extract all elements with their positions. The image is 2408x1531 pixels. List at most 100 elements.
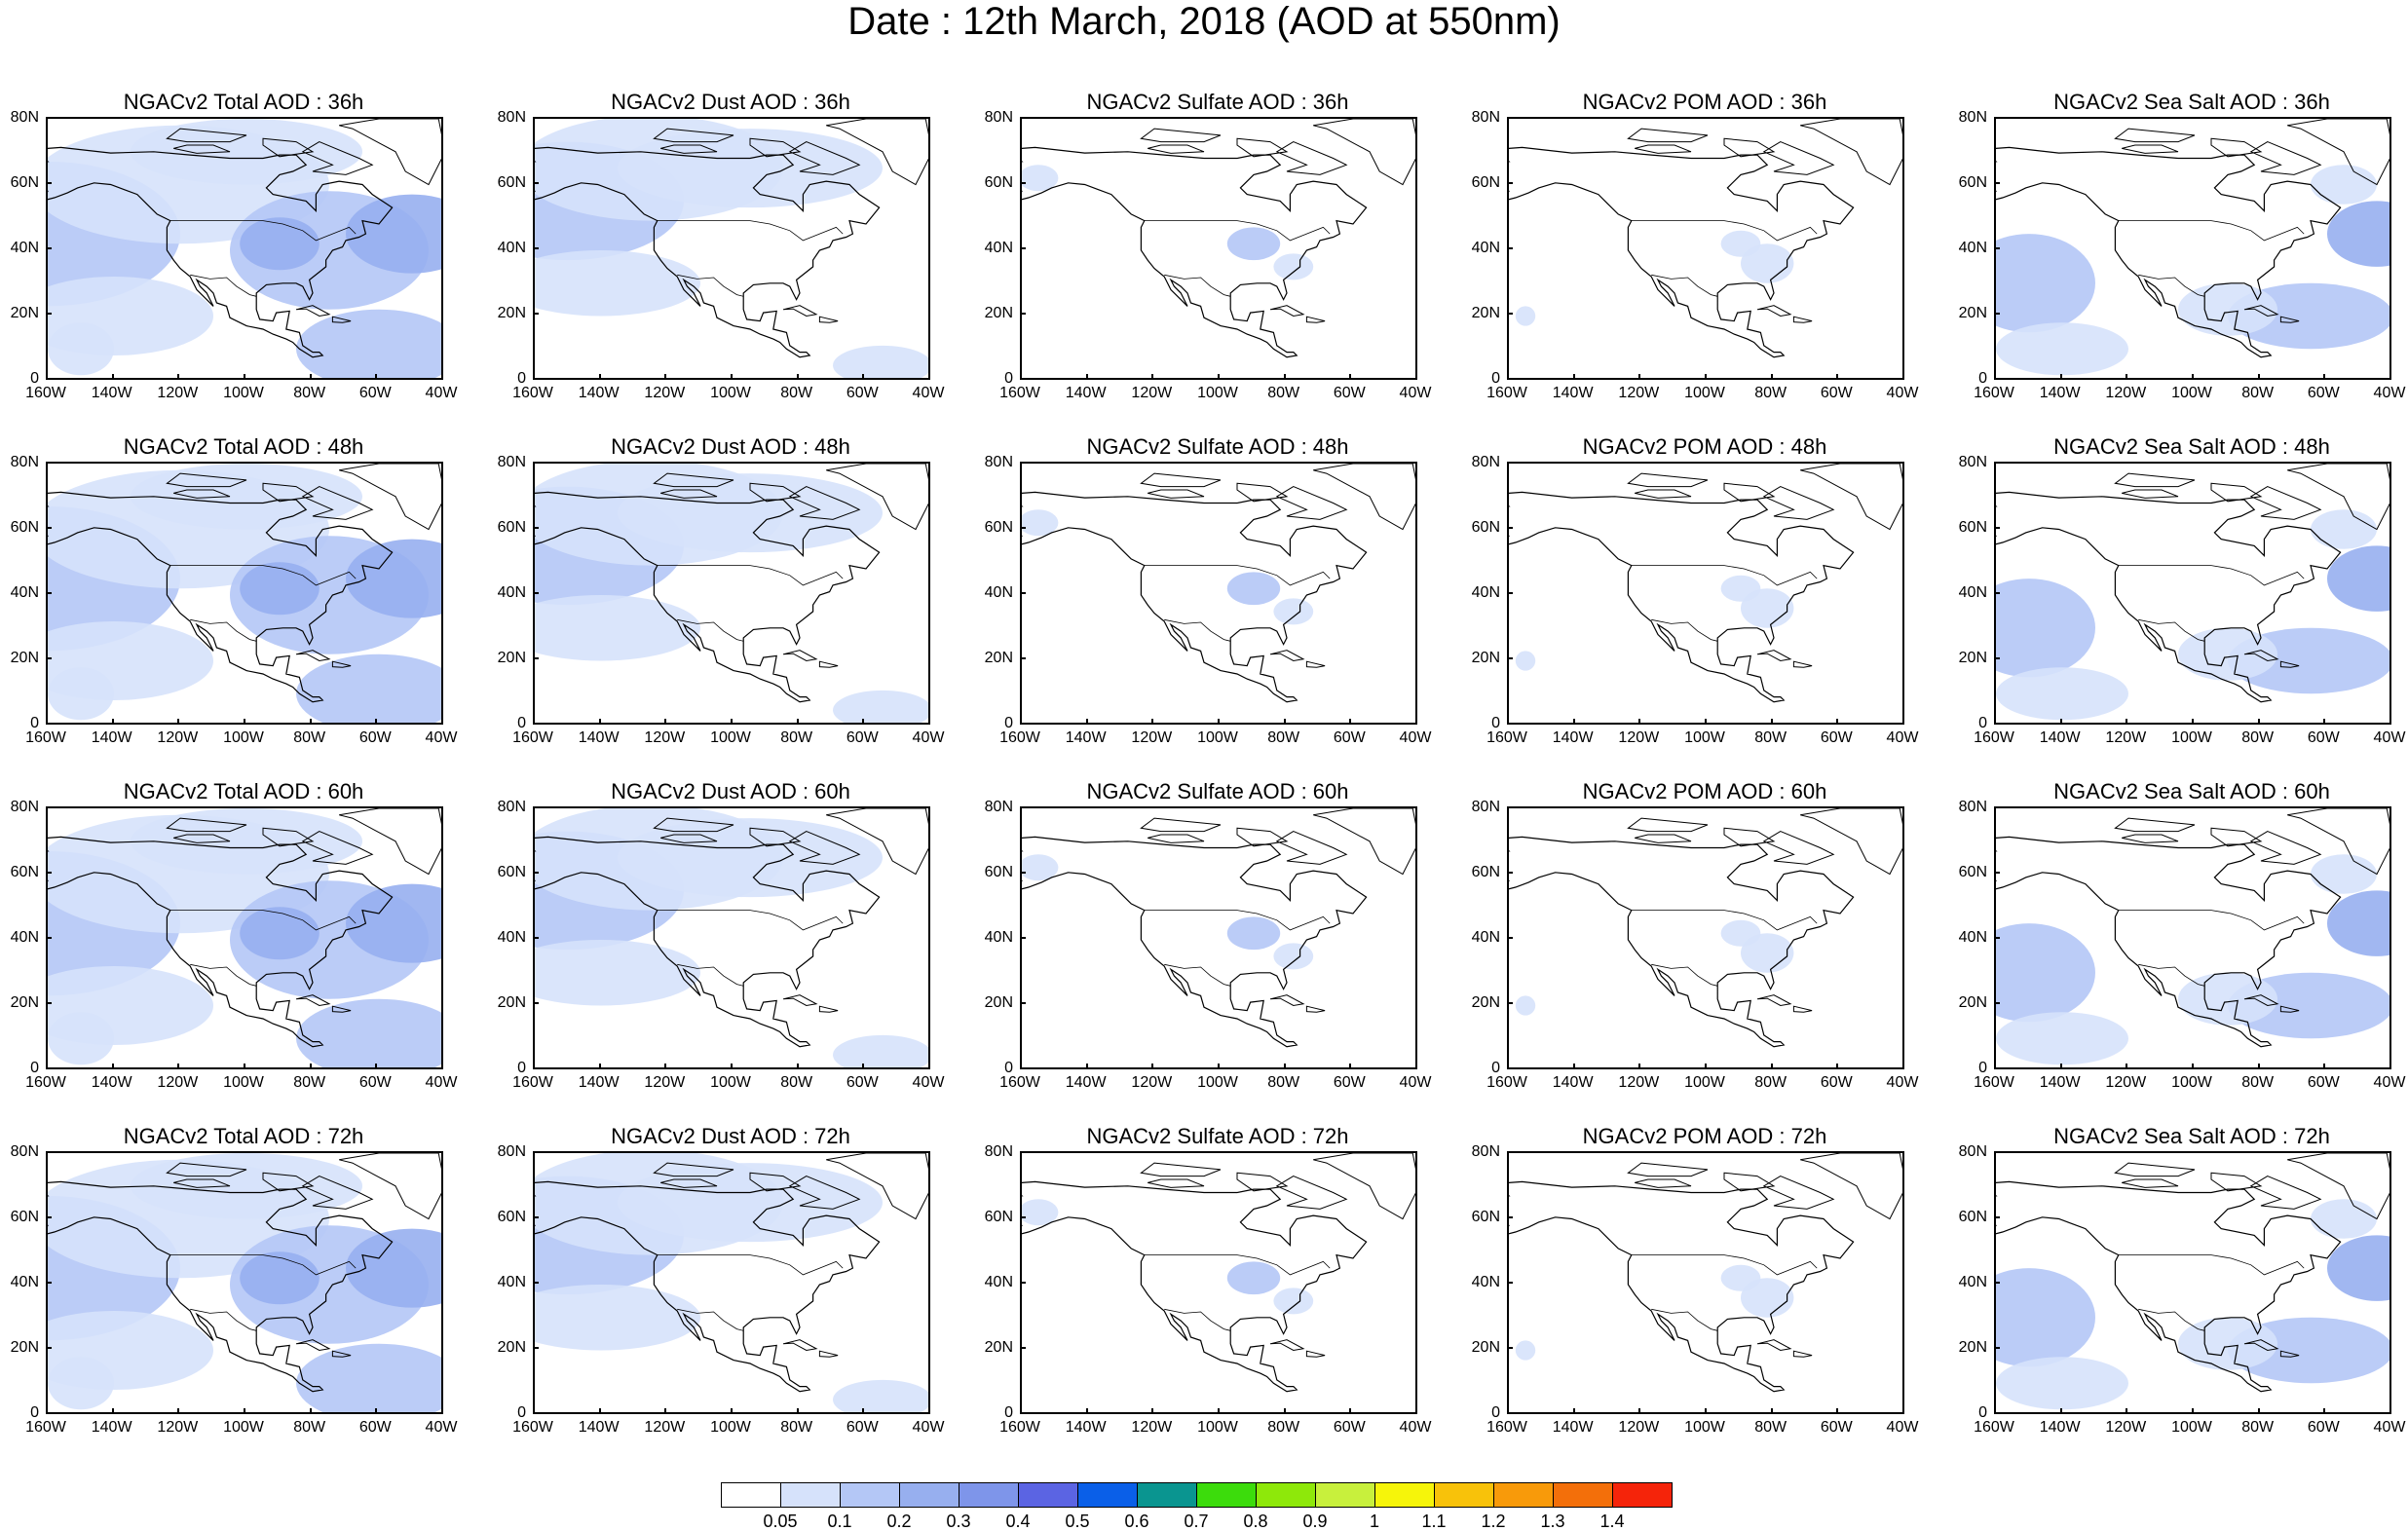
lat-tick-label: 20N (497, 994, 526, 1011)
lat-tick (46, 313, 52, 315)
island-outline (2249, 141, 2322, 175)
island-outline (1275, 1176, 1348, 1210)
lat-tick-label: 80N (984, 1143, 1013, 1160)
aod-plume (1515, 995, 1536, 1016)
map-panel-dust-60h: NGACv2 Dust AOD : 60h 80N 60N 40N 20N 0 160W 14… (487, 779, 974, 1124)
lon-tick (598, 719, 601, 725)
aod-plume (131, 464, 362, 530)
lat-tick-label: 0 (1978, 1060, 1987, 1076)
lon-tick (1705, 374, 1707, 380)
lon-tick-label: 120W (1618, 1074, 1660, 1091)
island-outline (1800, 119, 1902, 186)
map-panel-pom-48h: NGACv2 POM AOD : 48h 80N 60N 40N 20N 0 160W 140… (1461, 434, 1948, 779)
aod-plume (2311, 509, 2377, 549)
island-outline (1140, 817, 1222, 833)
lat-tick (1507, 1067, 1513, 1069)
lat-tick (1507, 462, 1513, 464)
island-outline (2243, 650, 2279, 662)
coastline (1996, 146, 2342, 358)
lon-tick-label: 160W (1974, 1074, 2014, 1091)
island-outline (1305, 1350, 1326, 1358)
island-outline (1762, 831, 1835, 865)
lon-tick (1415, 374, 1417, 380)
us-canada-border (1144, 910, 1331, 931)
island-outline (1313, 1153, 1415, 1220)
lon-tick-label: 100W (1197, 1074, 1238, 1091)
lon-tick (796, 1408, 799, 1414)
lon-tick (862, 374, 865, 380)
lon-tick-label: 40W (1399, 1419, 1432, 1436)
lat-tick (1507, 1151, 1513, 1153)
island-outline (1792, 1350, 1813, 1358)
colorbar-label: 0.4 (1005, 1512, 1031, 1531)
lat-tick (1020, 462, 1026, 464)
panel-title: NGACv2 Sea Salt AOD : 36h (2053, 90, 2330, 114)
lat-tick (1507, 247, 1513, 249)
lon-tick (533, 719, 535, 725)
us-canada-border (169, 910, 357, 931)
lat-tick (533, 1216, 539, 1218)
colorbar-swatch (1315, 1482, 1375, 1508)
lon-tick (862, 1064, 865, 1069)
lon-tick-label: 160W (999, 1419, 1040, 1436)
aod-plume (1226, 572, 1281, 606)
lon-tick (664, 1064, 667, 1069)
lat-tick-label: 80N (984, 799, 1013, 815)
lon-tick (2257, 1064, 2260, 1069)
map-svg (48, 1153, 441, 1412)
lon-tick (598, 374, 601, 380)
island-outline (2249, 486, 2322, 520)
aod-plume (2327, 890, 2389, 956)
lon-tick (1770, 719, 1773, 725)
lon-tick (796, 1064, 799, 1069)
lon-tick-label: 100W (2171, 729, 2212, 746)
coastline (1996, 836, 2342, 1048)
lat-tick (1020, 378, 1026, 380)
lon-tick (1994, 719, 1996, 725)
aod-plume (2178, 282, 2277, 336)
map-panel-sulfate-36h: NGACv2 Sulfate AOD : 36h 80N 60N 40N 20N 0 160… (974, 90, 1461, 434)
lon-tick-label: 140W (1552, 385, 1594, 401)
lat-tick (533, 937, 539, 939)
map-panel-seasalt-72h: NGACv2 Sea Salt AOD : 72h 80N 60N 40N 20N 0 16… (1948, 1124, 2408, 1469)
coastline (48, 491, 394, 703)
lat-tick-label: 40N (497, 929, 526, 946)
colorbar-swatch (959, 1482, 1019, 1508)
us-mexico-border (2138, 618, 2205, 642)
lat-tick (533, 117, 539, 119)
aod-plume (346, 539, 441, 618)
lon-tick-label: 120W (157, 1419, 199, 1436)
panel-title: NGACv2 POM AOD : 48h (1582, 434, 1827, 459)
lat-tick-label: 80N (1471, 799, 1500, 815)
map-svg (48, 808, 441, 1067)
island-outline (749, 482, 802, 503)
map-svg (1022, 119, 1415, 358)
lon-tick (1020, 719, 1022, 725)
lat-tick (1020, 313, 1026, 315)
lat-tick-label: 60N (10, 174, 39, 191)
lon-tick-label: 40W (1886, 729, 1919, 746)
colorbar-label: 1.2 (1481, 1512, 1506, 1531)
lat-tick (46, 1282, 52, 1284)
island-outline (1140, 472, 1222, 488)
island-outline (166, 1162, 247, 1177)
aod-plume (240, 217, 320, 271)
island-outline (1275, 141, 1348, 175)
lon-tick-label: 160W (1974, 729, 2014, 746)
island-outline (1635, 1178, 1692, 1188)
map-frame (46, 1151, 443, 1414)
lon-tick-label: 80W (293, 729, 326, 746)
island-outline (653, 472, 734, 488)
lon-tick (1836, 374, 1839, 380)
us-mexico-border (677, 618, 744, 642)
lon-tick-label: 60W (2307, 729, 2340, 746)
island-outline (660, 144, 718, 154)
lat-tick (1994, 937, 2000, 939)
lat-tick-label: 0 (517, 1060, 526, 1076)
colorbar-label: 1 (1369, 1512, 1379, 1531)
island-outline (826, 464, 928, 531)
lat-tick (46, 806, 52, 808)
lon-tick (46, 374, 48, 380)
island-outline (1792, 1005, 1813, 1013)
lat-tick-label: 20N (1471, 305, 1500, 321)
